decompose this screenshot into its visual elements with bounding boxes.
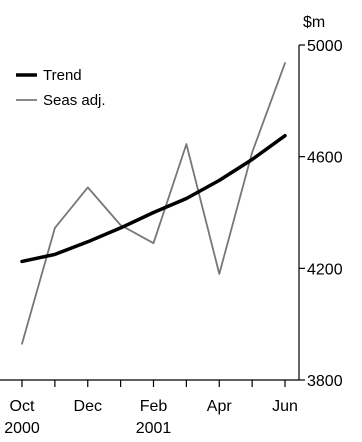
- x-tick-label-year: 2000: [4, 420, 40, 437]
- x-tick-label-year: 2001: [136, 420, 172, 437]
- y-axis-unit-label: $m: [303, 14, 325, 31]
- legend: Trend Seas adj.: [16, 67, 106, 109]
- legend-label-seas-adj: Seas adj.: [43, 92, 106, 109]
- legend-label-trend: Trend: [43, 67, 82, 84]
- axes: $m 3800 4200 4600 5000 Oct 2000 Dec Feb 2001 Apr Ju…: [0, 14, 343, 437]
- x-tick-label-month: Dec: [74, 398, 102, 415]
- series-lines: [20, 62, 287, 345]
- x-tick-label-month: Feb: [140, 398, 168, 415]
- series-line-seas-adj: [21, 62, 286, 345]
- x-tick-label-month: Apr: [207, 398, 233, 415]
- y-tick-label: 4200: [307, 261, 343, 278]
- x-tick-label-month: Jun: [272, 398, 298, 415]
- y-tick-label: 3800: [307, 373, 343, 390]
- series-line-trend: [20, 133, 287, 264]
- x-tick-label-month: Oct: [10, 398, 35, 415]
- y-tick-label: 4600: [307, 150, 343, 167]
- y-tick-label: 5000: [307, 38, 343, 55]
